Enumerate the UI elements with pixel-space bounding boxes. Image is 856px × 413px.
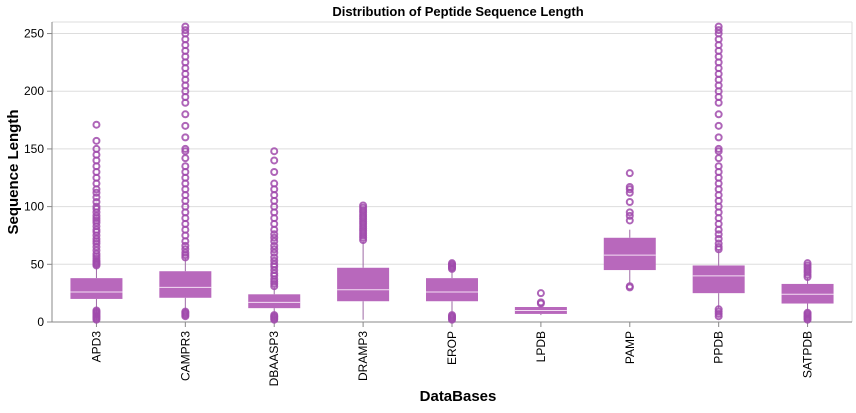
- box-ppdb: [692, 265, 745, 294]
- outlier-point-erop-4: [448, 311, 456, 320]
- outlier-point-campr3-8: [181, 245, 190, 254]
- outlier-point-campr3-43: [181, 26, 190, 35]
- outlier-point-dramp3-15: [359, 201, 368, 210]
- outlier-point-dbaasp3-32: [270, 156, 279, 165]
- y-tick-label-100: 100: [24, 200, 44, 214]
- x-tick-label-satpdb: SATPDB: [801, 331, 815, 378]
- outlier-point-ppdb-25: [714, 121, 723, 130]
- y-tick-label-250: 250: [24, 27, 44, 41]
- outlier-point-apd3-33: [92, 198, 101, 206]
- outlier-point-ppdb-40: [714, 26, 723, 35]
- outlier-point-dbaasp3-31: [270, 168, 279, 176]
- outlier-point-campr3-9: [181, 241, 190, 250]
- box-group-apd3: [70, 120, 123, 324]
- outlier-point-campr3-44: [181, 22, 190, 31]
- y-axis-title: Sequence Length: [5, 109, 22, 234]
- outlier-point-dbaasp3-4: [270, 311, 279, 320]
- outlier-point-satpdb-13: [803, 259, 812, 268]
- outlier-point-campr3-4: [181, 307, 190, 316]
- x-tick-label-apd3: APD3: [89, 331, 103, 363]
- outlier-point-apd3-43: [92, 144, 101, 153]
- outlier-point-dbaasp3-17: [270, 245, 279, 254]
- outlier-point-apd3-44: [92, 136, 101, 145]
- outlier-point-ppdb-41: [714, 22, 723, 31]
- x-tick-label-dramp3: DRAMP3: [356, 331, 370, 381]
- box-apd3: [70, 278, 123, 299]
- y-tick-label-50: 50: [31, 257, 45, 271]
- x-tick-label-pamp: PAMP: [623, 331, 637, 364]
- x-axis: APD3 CAMPR3 DBAASP3 DRAMP3 EROP LPDB PAMP PPDB S…: [52, 321, 852, 387]
- outlier-point-apd3-8: [92, 306, 101, 315]
- outlier-point-dbaasp3-33: [270, 147, 279, 156]
- box-group-dbaasp3: [248, 147, 301, 324]
- outlier-point-ppdb-21: [714, 154, 723, 163]
- outlier-point-apd3-34: [92, 193, 101, 202]
- outlier-point-campr3-28: [181, 121, 190, 130]
- outlier-point-ppdb-20: [714, 162, 723, 171]
- box-campr3: [159, 271, 212, 298]
- outlier-point-dbaasp3-21: [270, 230, 279, 239]
- outlier-point-campr3-27: [181, 133, 190, 142]
- y-tick-label-150: 150: [24, 142, 44, 156]
- y-axis: 0 50 100 150 200 250: [24, 22, 53, 329]
- outlier-point-ppdb-7: [714, 234, 723, 243]
- box-group-campr3: [159, 22, 212, 321]
- outlier-point-dbaasp3-20: [270, 233, 279, 242]
- outlier-point-pamp-5: [625, 198, 634, 206]
- x-tick-label-ppdb: PPDB: [712, 331, 726, 364]
- box-group-ppdb: [692, 22, 745, 321]
- outlier-point-ppdb-6: [714, 239, 723, 248]
- outlier-point-campr3-29: [181, 110, 190, 119]
- outlier-point-apd3-45: [92, 120, 101, 129]
- outlier-point-campr3-26: [181, 144, 190, 153]
- outlier-point-lpdb-1: [536, 298, 545, 307]
- y-tick-label-0: 0: [37, 315, 44, 329]
- box-dramp3: [337, 267, 390, 302]
- chart-title: Distribution of Peptide Sequence Length: [332, 4, 583, 19]
- outlier-point-erop-10: [448, 259, 456, 268]
- outlier-point-pamp-4: [625, 208, 634, 217]
- outlier-point-ppdb-3: [714, 305, 723, 314]
- box-series: [70, 22, 834, 324]
- outlier-point-pamp-9: [625, 169, 634, 178]
- outlier-point-pamp-3: [625, 211, 634, 220]
- box-erop: [426, 278, 478, 302]
- box-group-satpdb: [781, 259, 834, 324]
- outlier-point-campr3-23: [181, 162, 190, 171]
- y-tick-label-200: 200: [24, 84, 44, 98]
- outlier-point-apd3-35: [92, 188, 101, 197]
- outlier-point-pamp-2: [625, 216, 634, 225]
- outlier-point-ppdb-26: [714, 110, 723, 119]
- x-tick-label-erop: EROP: [445, 331, 459, 365]
- outlier-point-apd3-32: [92, 202, 101, 211]
- x-axis-title: DataBases: [420, 388, 497, 405]
- box-group-lpdb: [514, 289, 567, 316]
- outlier-point-lpdb-2: [536, 289, 545, 298]
- outlier-point-ppdb-24: [714, 133, 723, 142]
- outlier-point-campr3-24: [181, 154, 190, 163]
- box-satpdb: [781, 283, 834, 304]
- outlier-point-dbaasp3-15: [270, 253, 279, 262]
- box-group-erop: [426, 259, 478, 324]
- outlier-point-pamp-8: [625, 183, 634, 191]
- outlier-point-dbaasp3-14: [270, 256, 279, 265]
- outlier-point-ppdb-5: [714, 243, 723, 251]
- x-tick-label-campr3: CAMPR3: [178, 331, 192, 381]
- outlier-point-ppdb-23: [714, 144, 723, 153]
- box-pamp: [603, 237, 656, 271]
- outlier-point-pamp-1: [625, 282, 634, 291]
- box-dbaasp3: [248, 294, 301, 309]
- box-group-dramp3: [337, 201, 390, 320]
- box-group-pamp: [603, 169, 656, 292]
- x-tick-label-lpdb: LPDB: [534, 331, 548, 362]
- outlier-point-dbaasp3-18: [270, 241, 279, 250]
- outlier-point-satpdb-6: [803, 308, 812, 317]
- outlier-point-ppdb-8: [714, 230, 723, 239]
- x-tick-label-dbaasp3: DBAASP3: [267, 331, 281, 387]
- outlier-point-dbaasp3-30: [270, 179, 279, 188]
